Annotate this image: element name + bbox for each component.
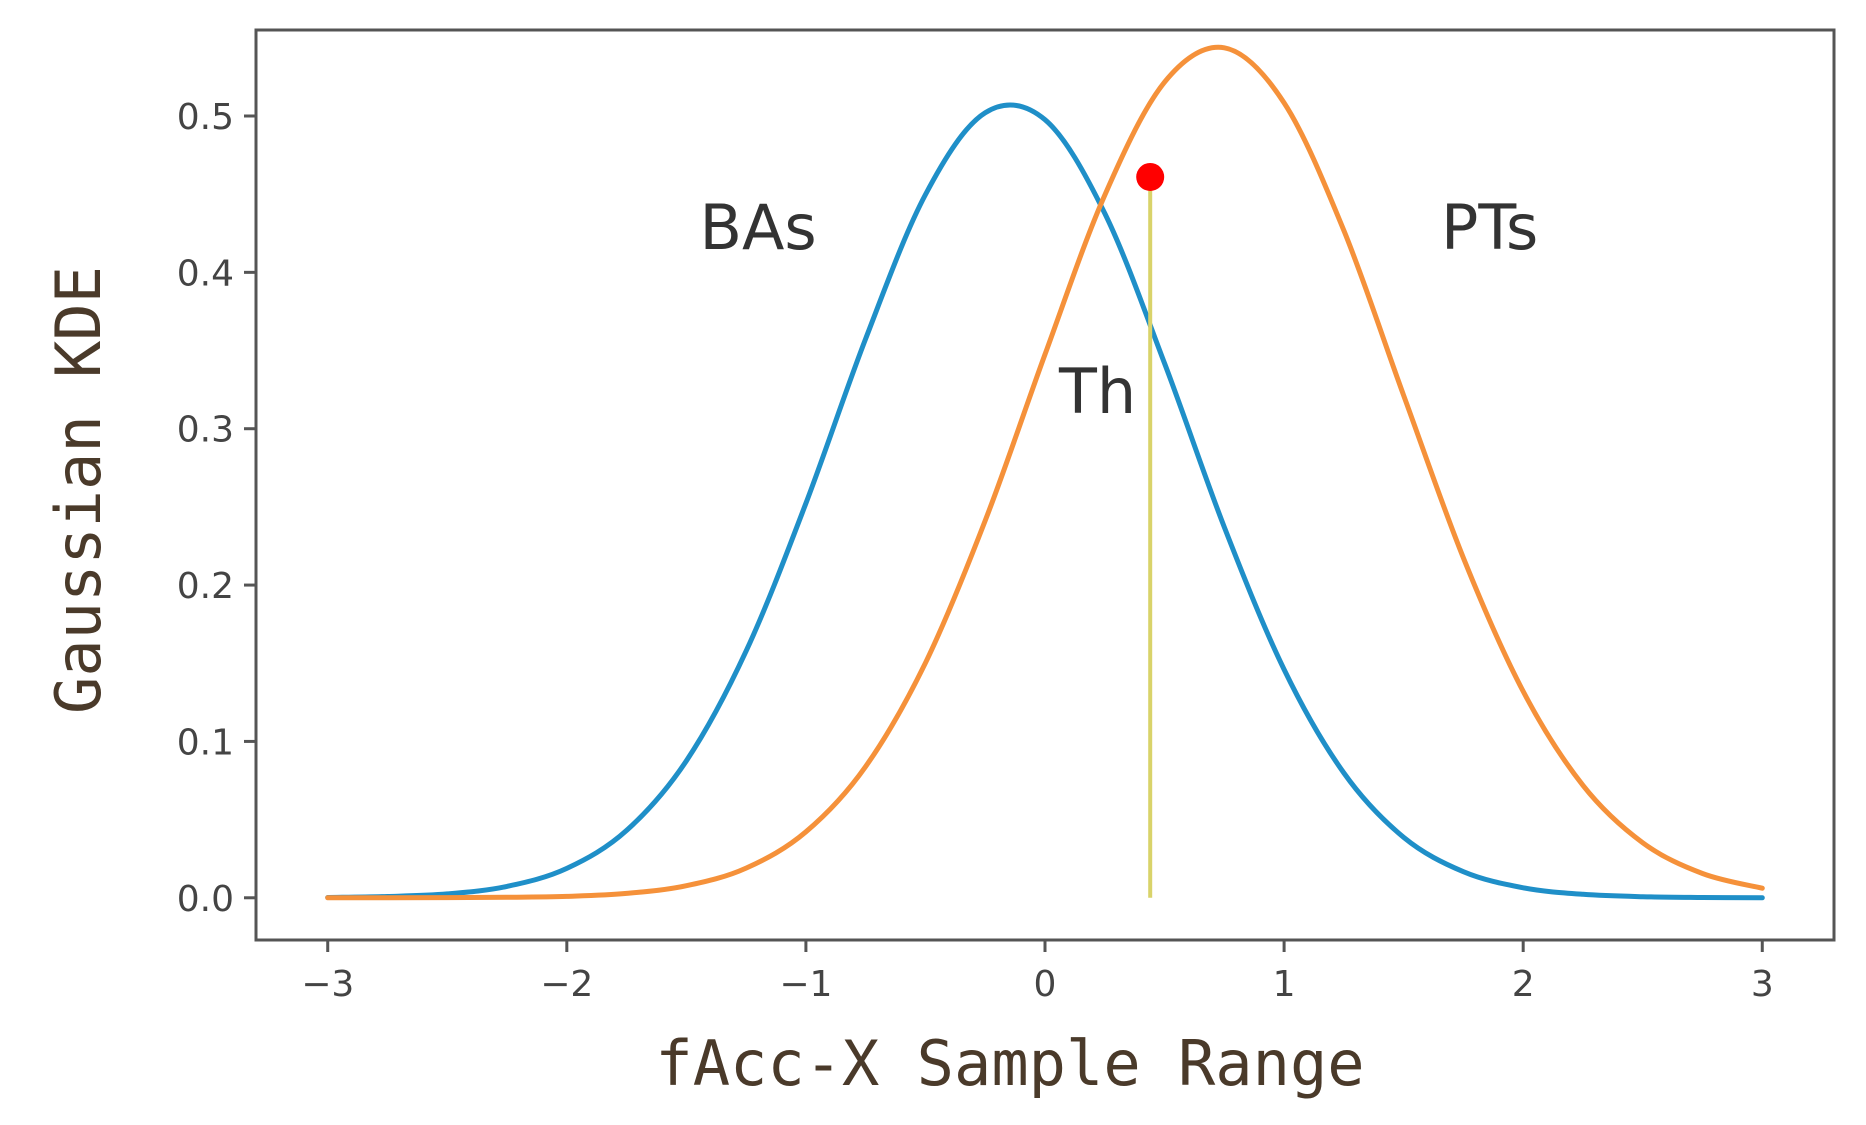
y-tick-label: 0.4 <box>177 253 234 294</box>
x-tick-label: 0 <box>1034 964 1057 1005</box>
x-axis: −3 −2 −1 0 1 2 3 <box>301 940 1774 1005</box>
series-bas-line <box>325 102 1765 901</box>
x-tick-label: 2 <box>1512 964 1535 1005</box>
x-tick-label: −3 <box>301 964 354 1005</box>
x-tick-label: −1 <box>779 964 832 1005</box>
series-layer <box>325 44 1765 901</box>
x-tick-label: 3 <box>1751 964 1774 1005</box>
annotations: BAs PTs Th <box>699 191 1538 428</box>
annotation-bas: BAs <box>699 191 816 264</box>
threshold-marker <box>1136 162 1165 191</box>
y-tick-label: 0.1 <box>177 722 234 763</box>
annotation-pts: PTs <box>1441 191 1538 264</box>
y-tick-label: 0.0 <box>177 879 234 920</box>
x-tick-label: −2 <box>540 964 593 1005</box>
x-tick-label: 1 <box>1273 964 1296 1005</box>
y-tick-label: 0.5 <box>177 97 234 138</box>
annotation-th: Th <box>1058 355 1136 428</box>
plot-frame <box>254 28 1836 942</box>
x-axis-title: fAcc-X Sample Range <box>655 1027 1364 1100</box>
y-axis-title: Gaussian KDE <box>42 266 115 714</box>
series-pts-line <box>325 44 1765 901</box>
y-tick-label: 0.2 <box>177 566 234 607</box>
y-tick-label: 0.3 <box>177 410 234 451</box>
y-axis: 0.0 0.1 0.2 0.3 0.4 0.5 <box>177 97 256 920</box>
